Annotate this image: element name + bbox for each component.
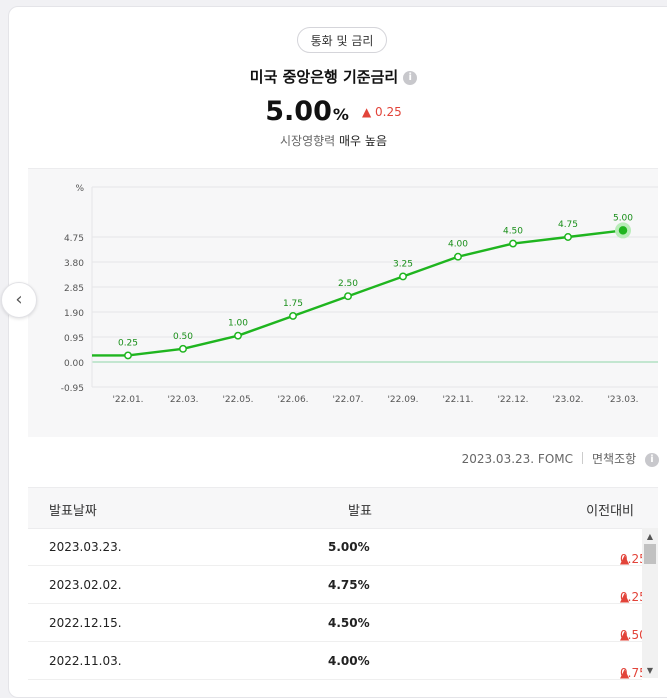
- disclaimer-link[interactable]: 면책조항: [592, 452, 637, 466]
- data-point: [179, 344, 187, 353]
- scroll-up-icon[interactable]: ▲: [646, 532, 654, 541]
- row-date: 2022.11.03.: [49, 654, 122, 668]
- rate-chart: 4.75 3.80 2.85 1.90 0.95 0.00 -0.95% '22.01. '22…: [28, 168, 658, 437]
- line-chart-svg: 4.75 3.80 2.85 1.90 0.95 0.00 -0.95% '22.01. '22…: [61, 184, 658, 405]
- data-point: [399, 272, 407, 281]
- row-date: 2023.02.02.: [49, 578, 122, 592]
- info-icon[interactable]: i: [645, 452, 659, 467]
- data-point: [454, 252, 462, 261]
- data-point: [344, 292, 352, 301]
- data-label: 4.50: [503, 227, 523, 237]
- x-tick-label: '23.02.: [552, 395, 583, 405]
- info-icon[interactable]: i: [403, 70, 418, 85]
- y-tick-label: 0.00: [64, 359, 84, 369]
- up-arrow-icon: ▲: [620, 552, 630, 566]
- rate-value: 5.00: [265, 96, 332, 127]
- row-date: 2023.03.23.: [49, 540, 122, 554]
- table-row: 2023.02.02. 4.75% ▲0.25: [28, 566, 642, 604]
- x-tick-label: '23.03.: [607, 395, 638, 405]
- data-point: [509, 239, 517, 248]
- row-value: 4.00%: [328, 654, 370, 668]
- data-point: [234, 331, 242, 340]
- impact-label: 시장영향력: [279, 134, 336, 148]
- data-label: 4.00: [448, 240, 468, 250]
- scroll-thumb[interactable]: [644, 544, 656, 564]
- y-tick-label: 3.80: [64, 259, 84, 269]
- data-label: 3.25: [393, 259, 413, 269]
- x-tick-label: '22.01.: [112, 395, 143, 405]
- table-header: 발표날짜 발표 이전대비: [28, 487, 658, 529]
- chevron-left-icon: ‹: [15, 289, 23, 310]
- x-tick-label: '22.09.: [387, 395, 418, 405]
- data-label: 0.50: [173, 332, 193, 342]
- table-row: 2023.03.23. 5.00% ▲0.25: [28, 528, 642, 566]
- x-tick-label: '22.05.: [222, 395, 253, 405]
- row-change-value: 0.25: [620, 590, 642, 604]
- x-tick-label: '22.12.: [497, 395, 528, 405]
- table-row: 2022.12.15. 4.50% ▲0.50: [28, 604, 642, 642]
- x-tick-label: '22.03.: [167, 395, 198, 405]
- y-tick-label: 4.75: [64, 234, 84, 244]
- y-tick-label: 1.90: [64, 309, 84, 319]
- row-value: 4.50%: [328, 616, 370, 630]
- y-tick-label: 2.85: [64, 284, 84, 294]
- source-date: 2023.03.23. FOMC: [461, 452, 573, 466]
- row-value: 5.00%: [328, 540, 370, 554]
- row-change-value: 0.25: [620, 552, 642, 566]
- row-change-value: 0.75: [620, 666, 642, 680]
- y-axis-label: %: [75, 184, 84, 194]
- current-rate: 5.00% ▲ 0.25: [0, 96, 667, 127]
- x-tick-label: '22.07.: [332, 395, 363, 405]
- header-change: 이전대비: [586, 504, 634, 519]
- header-value: 발표: [348, 504, 372, 519]
- row-value: 4.75%: [328, 578, 370, 592]
- data-point: [289, 311, 297, 320]
- data-point: [124, 351, 132, 360]
- data-label: 1.00: [228, 319, 248, 329]
- data-label: 5.00: [613, 213, 633, 223]
- up-arrow-icon: ▲: [620, 628, 630, 642]
- impact-level: 매우 높음: [339, 134, 387, 148]
- divider: [582, 452, 583, 464]
- data-label: 4.75: [558, 220, 578, 230]
- scroll-down-icon[interactable]: ▼: [646, 666, 654, 675]
- row-date: 2022.12.15.: [49, 616, 122, 630]
- header-date: 발표날짜: [49, 504, 97, 519]
- table-row: 2022.11.03. 4.00% ▲0.75: [28, 642, 642, 680]
- title-text: 미국 중앙은행 기준금리: [249, 68, 399, 86]
- y-tick-label: -0.95: [61, 384, 84, 394]
- data-point: [564, 233, 572, 241]
- x-tick-label: '22.11.: [442, 395, 473, 405]
- source-row: 2023.03.23. FOMC 면책조항 i: [462, 450, 659, 467]
- up-arrow-icon: ▲: [620, 590, 630, 604]
- x-tick-label: '22.06.: [277, 395, 308, 405]
- history-table: 2023.03.23. 5.00% ▲0.25 2023.02.02. 4.75…: [28, 528, 642, 688]
- y-tick-label: 0.95: [64, 334, 84, 344]
- prev-arrow-button[interactable]: ‹: [1, 282, 37, 318]
- row-change-value: 0.50: [620, 628, 642, 642]
- rate-change-value: 0.25: [375, 105, 402, 119]
- data-label: 1.75: [283, 299, 303, 309]
- rate-change: ▲ 0.25: [362, 105, 402, 119]
- data-label: 0.25: [118, 338, 138, 348]
- data-label: 2.50: [338, 279, 358, 289]
- table-scrollbar[interactable]: ▲ ▼: [642, 528, 658, 678]
- rate-unit: %: [332, 105, 349, 124]
- up-arrow-icon: ▲: [361, 105, 372, 119]
- up-arrow-icon: ▲: [620, 666, 630, 680]
- market-impact: 시장영향력 매우 높음: [0, 132, 667, 149]
- data-point: [618, 226, 628, 235]
- page-title: 미국 중앙은행 기준금리 i: [0, 66, 667, 87]
- category-pill[interactable]: 통화 및 금리: [297, 27, 387, 53]
